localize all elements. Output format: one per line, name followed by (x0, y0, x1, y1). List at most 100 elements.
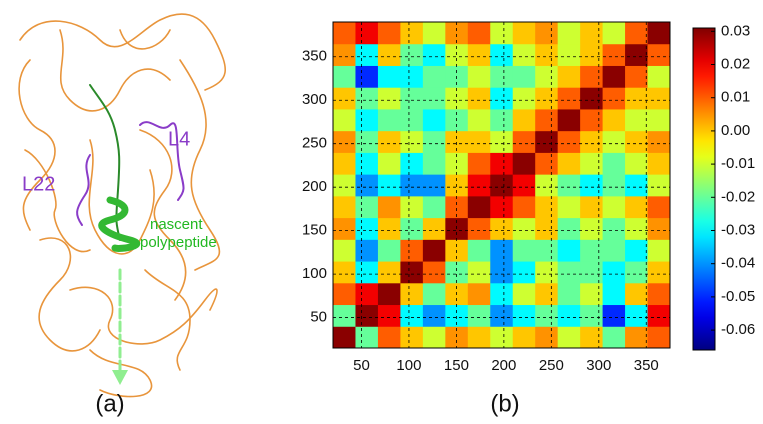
panel-label: (b) (490, 390, 519, 417)
heatmap-cell (557, 304, 581, 327)
heatmap-cell (445, 239, 469, 262)
colorbar-tick-label: 0.00 (721, 122, 750, 139)
heatmap-cell (602, 65, 626, 88)
heatmap-cell (422, 282, 446, 306)
heatmap-cell (377, 22, 401, 45)
heatmap-cell (333, 217, 356, 240)
heatmap-cell (625, 239, 649, 262)
heatmap-cell (557, 108, 581, 132)
x-tick-label: 300 (586, 357, 611, 374)
annotation: L4 (168, 128, 190, 150)
heatmap-cell (625, 22, 649, 45)
heatmap-cell (490, 108, 514, 132)
heatmap-cell (580, 108, 604, 132)
heatmap-cell (467, 261, 491, 284)
heatmap-cell (625, 65, 649, 88)
x-tick-label: 150 (444, 357, 469, 374)
heatmap-cell (467, 152, 491, 175)
heatmap-cell (445, 43, 469, 66)
heatmap-cell (602, 195, 626, 219)
heatmap-cell (467, 239, 491, 262)
x-tick-label: 50 (353, 357, 370, 374)
heatmap-cell (467, 65, 491, 88)
heatmap-cell (467, 282, 491, 306)
heatmap-cell (377, 130, 401, 153)
heatmap-cell (580, 152, 604, 175)
heatmap-cell (557, 43, 581, 66)
heatmap-cell (535, 152, 559, 175)
heatmap-cell (422, 108, 446, 132)
heatmap-cell (400, 217, 424, 240)
y-tick-label: 150 (302, 222, 327, 239)
heatmap-cell (333, 195, 356, 219)
heatmap-cell (535, 65, 559, 88)
heatmap-cell (445, 195, 469, 219)
heatmap-cell (512, 130, 536, 153)
heatmap-cell (355, 195, 379, 219)
heatmap-cell (422, 174, 446, 197)
heatmap-cell (445, 65, 469, 88)
heatmap-cell (355, 108, 379, 132)
colorbar (692, 27, 716, 351)
y-tick-label: 250 (302, 135, 327, 152)
heatmap-cell (535, 87, 559, 110)
heatmap-cell (377, 87, 401, 110)
heatmap-cell (512, 152, 536, 175)
heatmap-cell (490, 326, 514, 349)
heatmap-cell (445, 22, 469, 45)
heatmap-cell (400, 87, 424, 110)
heatmap-cell (512, 22, 536, 45)
heatmap-cell (647, 174, 671, 197)
heatmap-cell (580, 326, 604, 349)
heatmap-cell (512, 326, 536, 349)
annotation: polypeptide (140, 234, 217, 251)
heatmap-cell (647, 130, 671, 153)
heatmap-cell (400, 22, 424, 45)
heatmap-cell (625, 261, 649, 284)
colorbar-tick-label: -0.01 (721, 155, 755, 172)
heatmap-cell (580, 130, 604, 153)
heatmap-cell (445, 152, 469, 175)
heatmap-cell (557, 87, 581, 110)
heatmap-cell (512, 195, 536, 219)
heatmap-cell (602, 87, 626, 110)
colorbar-tick-label: 0.02 (721, 55, 750, 72)
colorbar-tick-label: -0.04 (721, 255, 755, 272)
y-tick-label: 50 (310, 309, 327, 326)
heatmap-cell (535, 108, 559, 132)
colorbar-tick-label: -0.03 (721, 221, 755, 238)
heatmap-cell (400, 261, 424, 284)
heatmap-cell (333, 304, 356, 327)
heatmap-cell (647, 282, 671, 306)
heatmap-cell (377, 195, 401, 219)
heatmap-cell (535, 304, 559, 327)
heatmap-cell (490, 130, 514, 153)
heatmap-cell (647, 87, 671, 110)
heatmap-cell (557, 22, 581, 45)
heatmap-cell (557, 217, 581, 240)
x-tick-label: 200 (491, 357, 516, 374)
heatmap-cell (377, 217, 401, 240)
heatmap-cell (355, 282, 379, 306)
heatmap-cell (333, 152, 356, 175)
heatmap-cell (355, 152, 379, 175)
x-tick-label: 250 (539, 357, 564, 374)
heatmap-cell (445, 304, 469, 327)
heatmap-cell (490, 22, 514, 45)
heatmap-cell (535, 282, 559, 306)
heatmap-cell (512, 261, 536, 284)
heatmap-cell (490, 152, 514, 175)
heatmap-cell (602, 304, 626, 327)
heatmap-cell (580, 304, 604, 327)
annotation: L22 (22, 173, 55, 195)
heatmap-cell (422, 130, 446, 153)
heatmap-cell (580, 217, 604, 240)
heatmap-cell (377, 174, 401, 197)
heatmap-cell (377, 261, 401, 284)
heatmap-cell (400, 304, 424, 327)
heatmap-cell (602, 282, 626, 306)
heatmap-cell (490, 195, 514, 219)
x-tick-label: 100 (396, 357, 421, 374)
heatmap-cell (602, 239, 626, 262)
heatmap-cell (512, 87, 536, 110)
